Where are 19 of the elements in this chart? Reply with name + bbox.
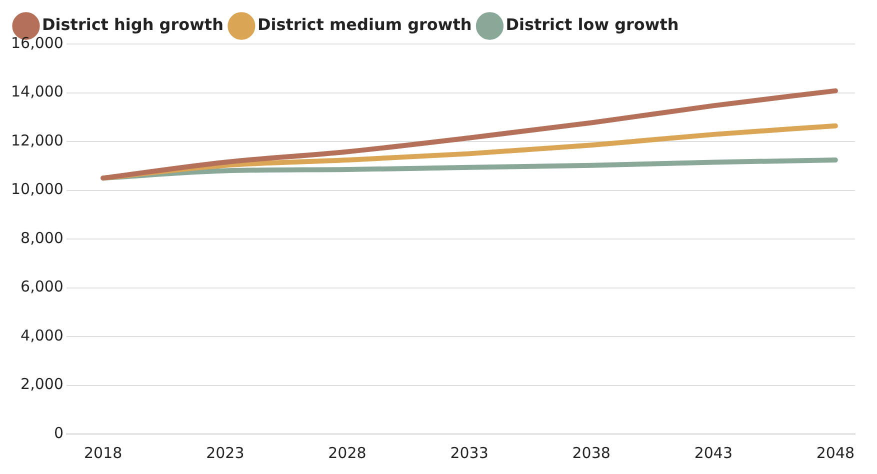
y-tick-label: 14,000 xyxy=(10,82,64,101)
x-tick-label: 2018 xyxy=(84,444,122,462)
y-tick-label: 0 xyxy=(54,424,64,442)
y-tick-label: 12,000 xyxy=(10,131,64,150)
x-tick-label: 2043 xyxy=(694,444,733,462)
y-tick-label: 8,000 xyxy=(20,228,64,247)
legend-label: District medium growth xyxy=(257,15,472,34)
y-tick-label: 2,000 xyxy=(20,375,64,394)
legend-label: District high growth xyxy=(42,15,224,34)
y-tick-label: 4,000 xyxy=(20,326,64,344)
x-tick-label: 2023 xyxy=(206,444,244,462)
x-tick-label: 2048 xyxy=(816,444,855,462)
y-tick-label: 16,000 xyxy=(10,34,64,52)
y-tick-label: 10,000 xyxy=(10,180,64,198)
x-tick-label: 2028 xyxy=(328,444,366,462)
x-tick-label: 2033 xyxy=(450,444,488,462)
legend-label: District low growth xyxy=(506,15,679,34)
x-tick-label: 2038 xyxy=(572,444,610,462)
y-tick-label: 6,000 xyxy=(20,278,64,296)
